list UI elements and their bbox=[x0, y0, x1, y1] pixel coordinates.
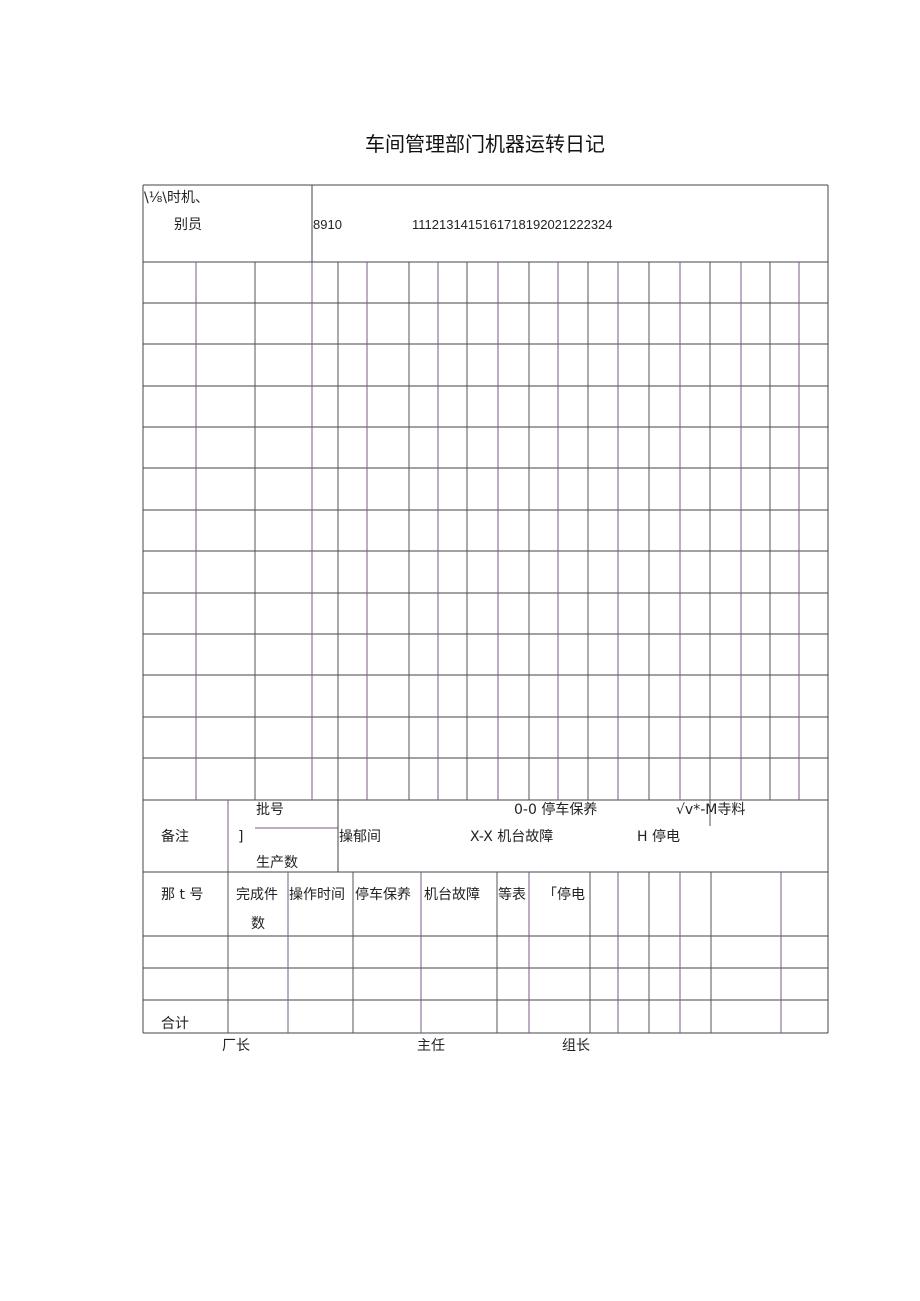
summary-header-operation-time: 操作时间 bbox=[289, 887, 345, 903]
production-qty-label: 生产数 bbox=[256, 855, 298, 871]
legend-power-out: H 停电 bbox=[637, 829, 680, 845]
remarks-bracket: ] bbox=[238, 829, 244, 845]
summary-header-machine-no: 那 t 号 bbox=[161, 887, 204, 903]
page-title: 车间管理部门机器运转日记 bbox=[365, 132, 605, 156]
signature-team-leader: 组长 bbox=[562, 1038, 590, 1054]
legend-wait-material: √v*-M寺料 bbox=[676, 802, 746, 818]
corner-header-top: \⅛\时机、 bbox=[144, 190, 210, 206]
hour-labels-b: 1112131415161718192021222324 bbox=[412, 217, 613, 232]
batch-no-label: 批号 bbox=[256, 802, 284, 818]
signature-factory-director: 厂长 bbox=[222, 1038, 250, 1054]
total-label: 合计 bbox=[161, 1016, 189, 1032]
legend-machine-fault: X-X 机台故障 bbox=[470, 829, 554, 845]
hour-labels-a: 8910 bbox=[313, 217, 342, 232]
corner-header-bottom: 别员 bbox=[174, 217, 202, 233]
summary-header-power-out: 「停电 bbox=[543, 887, 585, 903]
summary-header-waiting: 等表 bbox=[498, 887, 526, 903]
signature-supervisor: 主任 bbox=[417, 1038, 445, 1054]
summary-header-machine-fault: 机台故障 bbox=[424, 887, 480, 903]
summary-header-stop-maintenance: 停车保养 bbox=[355, 887, 411, 903]
summary-header-completed: 完成件 bbox=[236, 887, 278, 903]
remarks-label: 备注 bbox=[161, 829, 189, 845]
summary-header-completed-2: 数 bbox=[251, 916, 265, 932]
operation-time-label: 操郁间 bbox=[339, 829, 381, 845]
legend-stop-maintenance: 0-0 停车保养 bbox=[514, 802, 598, 818]
